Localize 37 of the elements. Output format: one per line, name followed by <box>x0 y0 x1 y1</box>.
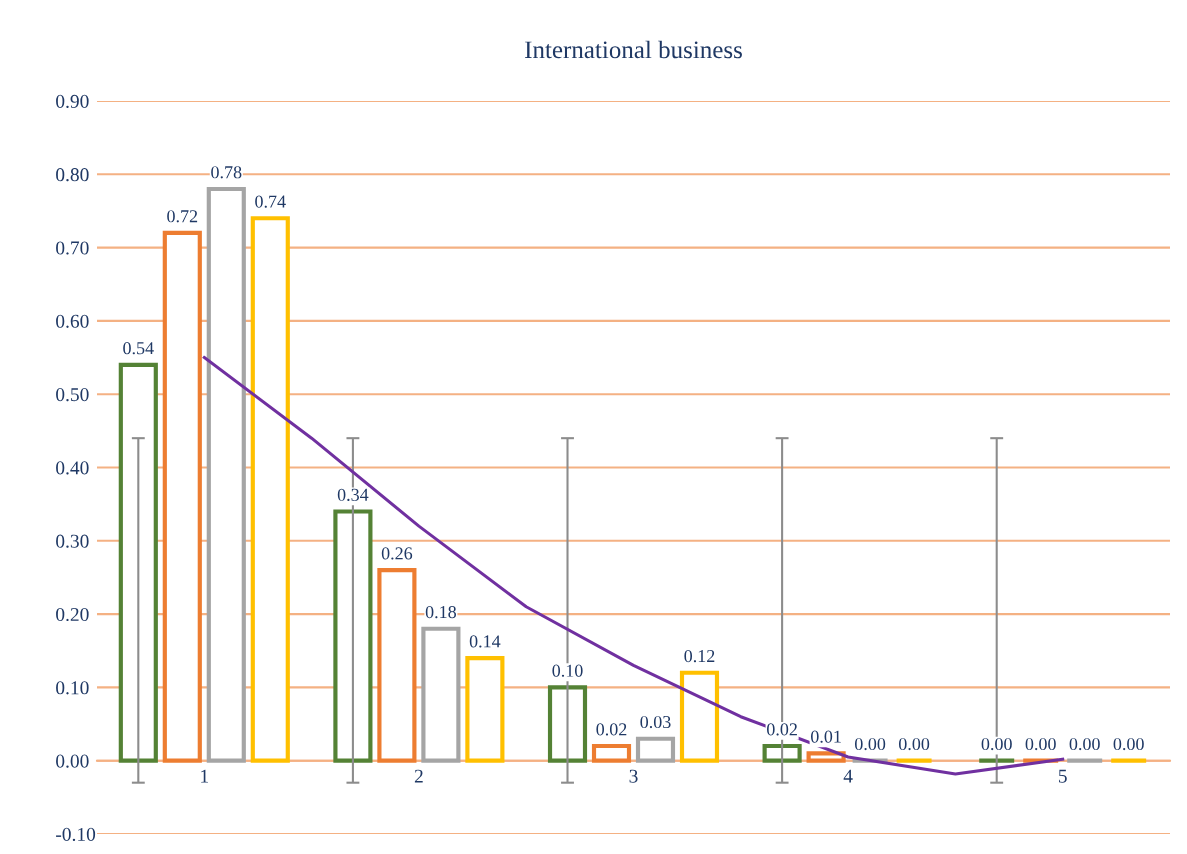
y-tick-label: 0.20 <box>56 607 89 622</box>
data-label: 0.14 <box>469 635 501 648</box>
x-tick-label: 5 <box>1058 769 1067 783</box>
y-tick-label: 0.30 <box>56 534 89 548</box>
data-label: 0.18 <box>425 605 457 619</box>
x-tick-label: 2 <box>414 769 423 783</box>
data-label: 0.00 <box>898 737 930 751</box>
y-tick-label: -0.10 <box>56 827 96 842</box>
data-label: 0.12 <box>684 649 715 663</box>
data-label: 0.02 <box>767 723 797 736</box>
data-label: 0.00 <box>1025 737 1056 751</box>
data-label: 0.00 <box>1113 737 1144 751</box>
y-tick-label: 0.50 <box>56 388 89 402</box>
data-label: 0.00 <box>1069 737 1100 751</box>
x-tick-label: 1 <box>201 769 208 783</box>
data-label: 0.74 <box>255 195 286 208</box>
data-label: 0.10 <box>552 664 583 677</box>
data-label: 0.26 <box>381 547 413 560</box>
y-tick-label: 0.80 <box>56 168 89 182</box>
y-tick-label: 0.00 <box>56 754 89 768</box>
x-tick-label: 4 <box>843 769 853 783</box>
data-label: 0.00 <box>981 737 1012 751</box>
y-tick-label: 0.40 <box>56 461 89 475</box>
data-label: 0.01 <box>810 730 841 743</box>
data-label: 0.34 <box>337 488 369 501</box>
data-label: 0.78 <box>211 166 242 179</box>
data-label: 0.72 <box>167 210 198 223</box>
data-label: 0.03 <box>640 715 671 729</box>
y-tick-label: 0.60 <box>56 314 89 328</box>
y-tick-label: 0.70 <box>56 241 89 255</box>
x-tick-label: 3 <box>629 769 638 783</box>
data-label: 0.02 <box>596 723 627 736</box>
y-tick-label: 0.10 <box>56 681 89 695</box>
data-label: 0.54 <box>123 342 154 355</box>
chart-title: International business <box>525 40 742 59</box>
data-label: 0.00 <box>854 737 886 751</box>
y-tick-label: 0.90 <box>56 94 89 109</box>
